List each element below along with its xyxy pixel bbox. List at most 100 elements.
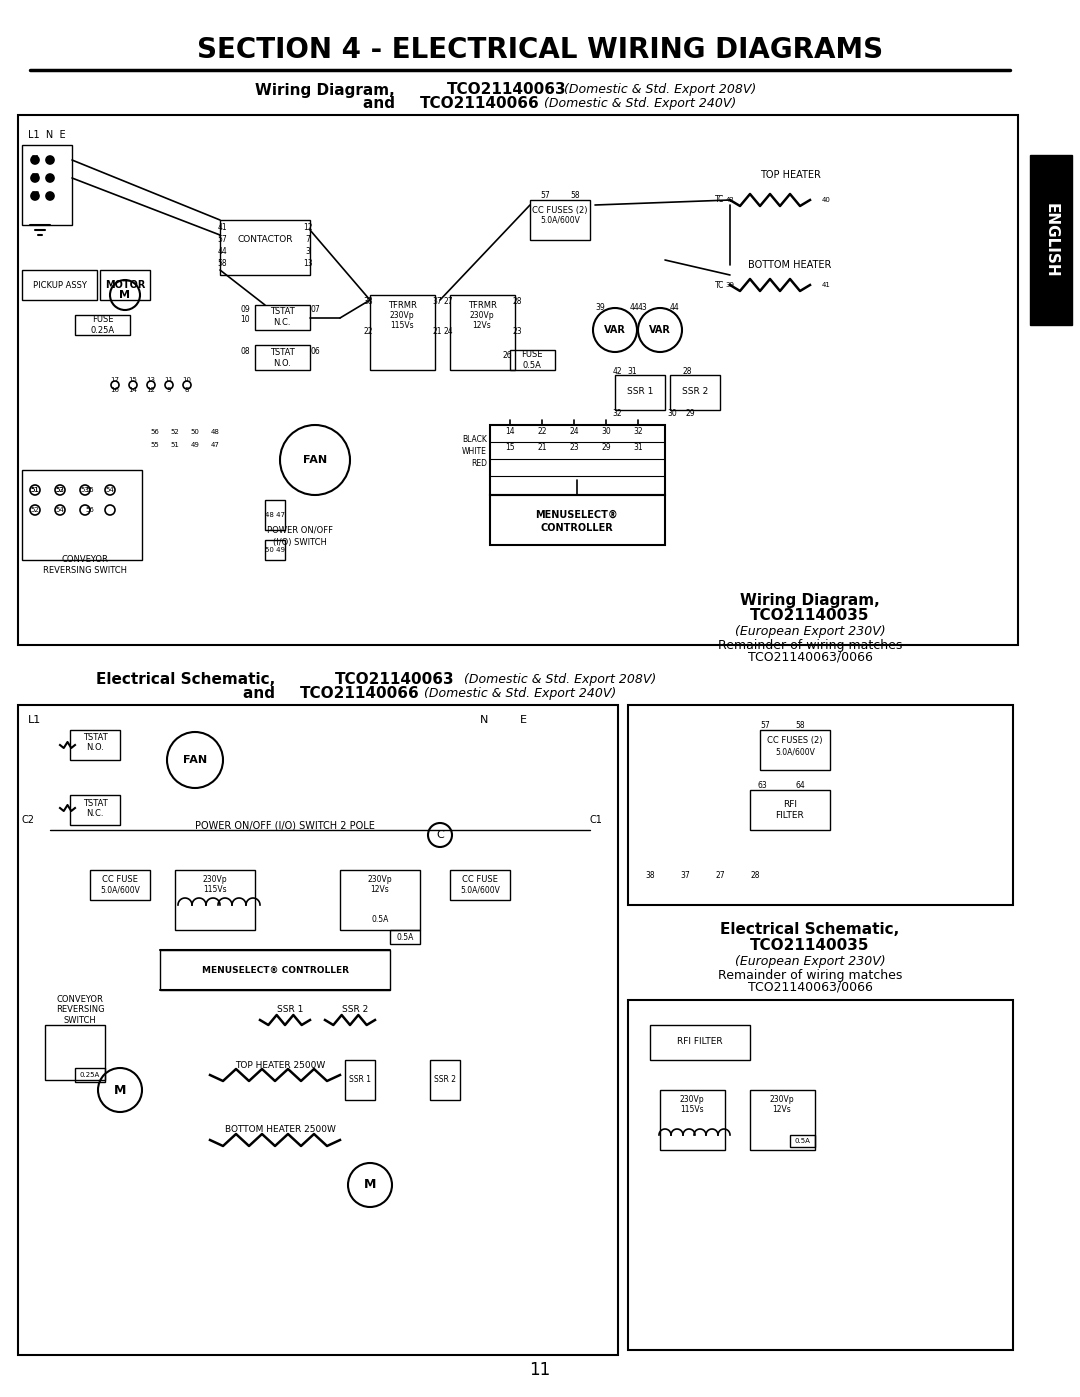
Bar xyxy=(255,345,310,370)
Text: 12Vs: 12Vs xyxy=(370,886,390,894)
Text: 07: 07 xyxy=(310,306,320,314)
Text: 53: 53 xyxy=(55,488,65,493)
Bar xyxy=(265,541,285,560)
Text: 03: 03 xyxy=(30,191,40,201)
Text: 40: 40 xyxy=(822,197,831,203)
Text: M: M xyxy=(364,1179,376,1192)
Text: 54: 54 xyxy=(56,507,65,513)
Bar xyxy=(18,705,618,1355)
Text: and: and xyxy=(363,95,400,110)
Text: FAN: FAN xyxy=(302,455,327,465)
Bar xyxy=(160,950,390,990)
Text: TCO21140063: TCO21140063 xyxy=(447,82,567,98)
Text: C1: C1 xyxy=(590,814,603,826)
Bar xyxy=(760,731,831,770)
Text: (Domestic & Std. Export 208V): (Domestic & Std. Export 208V) xyxy=(564,84,756,96)
Text: 64: 64 xyxy=(795,781,805,789)
Text: Electrical Schematic,: Electrical Schematic, xyxy=(95,672,280,687)
Text: L1  N  E: L1 N E xyxy=(28,130,66,140)
Text: 0.5A: 0.5A xyxy=(396,933,414,942)
Text: 10: 10 xyxy=(240,316,249,324)
Text: TCO21140035: TCO21140035 xyxy=(751,609,869,623)
Text: RED: RED xyxy=(471,460,487,468)
Text: TSTAT: TSTAT xyxy=(83,799,107,807)
Text: TFRMR: TFRMR xyxy=(468,300,497,310)
Text: SSR 1: SSR 1 xyxy=(626,387,653,397)
Text: CC FUSE: CC FUSE xyxy=(103,876,138,884)
Text: 39: 39 xyxy=(595,303,605,313)
Text: 50: 50 xyxy=(190,429,200,434)
Bar xyxy=(390,930,420,944)
Text: 22: 22 xyxy=(537,427,546,436)
Text: TCO21140063/0066: TCO21140063/0066 xyxy=(747,651,873,664)
Bar xyxy=(615,374,665,409)
Text: 26: 26 xyxy=(502,351,512,359)
Text: 16: 16 xyxy=(110,387,120,393)
Text: POWER ON/OFF (I/O) SWITCH 2 POLE: POWER ON/OFF (I/O) SWITCH 2 POLE xyxy=(195,820,375,830)
Text: 39: 39 xyxy=(726,282,734,288)
Bar xyxy=(750,789,831,830)
Text: E: E xyxy=(519,715,527,725)
Text: CONTROLLER: CONTROLLER xyxy=(541,522,613,534)
Circle shape xyxy=(31,175,39,182)
Text: (European Export 230V): (European Export 230V) xyxy=(734,956,886,968)
Text: 58: 58 xyxy=(570,190,580,200)
Bar xyxy=(22,145,72,225)
Text: 230Vp: 230Vp xyxy=(203,876,227,884)
Circle shape xyxy=(46,191,54,200)
Text: 06: 06 xyxy=(310,348,320,356)
Circle shape xyxy=(31,156,39,163)
Text: 09: 09 xyxy=(240,306,249,314)
Text: Remainder of wiring matches: Remainder of wiring matches xyxy=(718,638,902,651)
Text: 14: 14 xyxy=(129,387,137,393)
Bar xyxy=(45,1025,105,1080)
Bar xyxy=(70,795,120,826)
Text: 52: 52 xyxy=(30,507,39,513)
Text: 51: 51 xyxy=(30,488,40,493)
Text: 230Vp: 230Vp xyxy=(390,310,415,320)
Text: 7: 7 xyxy=(306,236,310,244)
Bar xyxy=(627,705,1013,905)
Text: 32: 32 xyxy=(633,427,643,436)
Text: 53: 53 xyxy=(81,488,90,493)
Text: TFRMR: TFRMR xyxy=(388,300,417,310)
Bar xyxy=(1030,155,1072,326)
Text: CC FUSE: CC FUSE xyxy=(462,876,498,884)
Text: C: C xyxy=(436,830,444,840)
Bar xyxy=(22,270,97,300)
Text: TCO21140066: TCO21140066 xyxy=(300,686,420,701)
Text: (I/O) SWITCH: (I/O) SWITCH xyxy=(273,538,327,546)
Text: FUSE
0.5A: FUSE 0.5A xyxy=(522,351,543,370)
Circle shape xyxy=(31,191,39,200)
Bar xyxy=(789,1134,815,1147)
Text: FAN: FAN xyxy=(183,754,207,766)
Text: SSR 2: SSR 2 xyxy=(681,387,708,397)
Text: 54: 54 xyxy=(106,488,114,493)
Text: TOP HEATER 2500W: TOP HEATER 2500W xyxy=(234,1060,325,1070)
Text: 14: 14 xyxy=(505,427,515,436)
Bar xyxy=(430,1060,460,1099)
Text: 38: 38 xyxy=(645,870,654,880)
Text: 0.5A: 0.5A xyxy=(372,915,389,925)
Bar xyxy=(70,731,120,760)
Text: 0.5A: 0.5A xyxy=(794,1139,810,1144)
Text: 24: 24 xyxy=(443,327,453,337)
Text: 5.0A/600V: 5.0A/600V xyxy=(540,215,580,225)
Text: N.O.: N.O. xyxy=(86,743,104,753)
Bar xyxy=(490,495,665,545)
Text: 5.0A/600V: 5.0A/600V xyxy=(460,886,500,894)
Text: 55: 55 xyxy=(85,488,94,493)
Text: 55: 55 xyxy=(150,441,160,448)
Text: 230Vp: 230Vp xyxy=(470,310,495,320)
Text: PICKUP ASSY: PICKUP ASSY xyxy=(33,281,86,289)
Text: 5.0A/600V: 5.0A/600V xyxy=(100,886,140,894)
Text: 44: 44 xyxy=(670,303,680,313)
Bar xyxy=(75,1067,105,1083)
Text: WHITE: WHITE xyxy=(462,447,487,457)
Text: 37: 37 xyxy=(432,298,442,306)
Text: 42: 42 xyxy=(726,197,734,203)
Text: 230Vp: 230Vp xyxy=(770,1095,794,1105)
Text: BOTTOM HEATER: BOTTOM HEATER xyxy=(748,260,832,270)
Text: SECTION 4 - ELECTRICAL WIRING DIAGRAMS: SECTION 4 - ELECTRICAL WIRING DIAGRAMS xyxy=(197,36,883,64)
Circle shape xyxy=(46,156,54,163)
